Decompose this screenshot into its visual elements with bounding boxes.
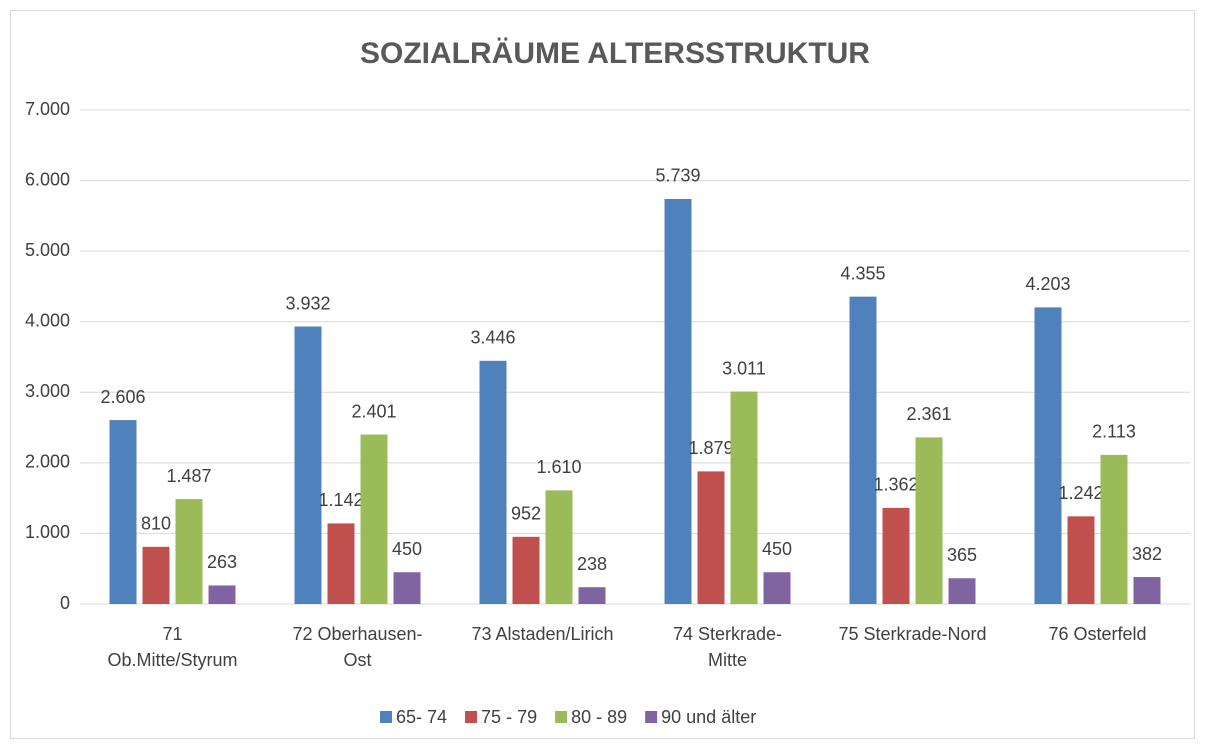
bar [479, 360, 507, 604]
y-tick-label: 0 [60, 593, 70, 613]
data-label: 3.011 [722, 358, 766, 378]
bar [327, 523, 355, 604]
bar [849, 296, 877, 604]
legend-label: 80 - 89 [571, 707, 627, 727]
bar [208, 585, 236, 604]
y-tick-label: 5.000 [25, 240, 70, 260]
x-tick-label: 73 Alstaden/Lirich [471, 624, 613, 644]
data-label: 1.362 [873, 475, 918, 495]
data-label: 450 [392, 539, 422, 559]
legend-swatch [465, 711, 478, 723]
bar [763, 572, 791, 604]
legend-label: 90 und älter [661, 707, 756, 727]
bar [393, 572, 421, 604]
bar [882, 507, 910, 604]
data-label: 450 [762, 539, 792, 559]
data-label: 1.142 [318, 490, 363, 510]
bar [512, 536, 540, 604]
bar [578, 587, 606, 604]
chart-border [10, 10, 1195, 739]
data-label: 263 [207, 552, 237, 572]
bar [697, 471, 725, 604]
data-label: 1.487 [166, 466, 211, 486]
data-label: 1.242 [1058, 483, 1103, 503]
data-label: 3.446 [470, 328, 515, 348]
y-tick-label: 6.000 [25, 169, 70, 189]
data-label: 238 [577, 554, 607, 574]
bar [1067, 516, 1095, 604]
bar [1133, 577, 1161, 604]
data-label: 810 [141, 514, 171, 534]
x-tick-label: 74 Sterkrade-Mitte [673, 624, 782, 670]
legend-swatch [645, 711, 658, 723]
y-tick-label: 7.000 [25, 99, 70, 119]
x-tick-label: 76 Osterfeld [1048, 624, 1146, 644]
y-tick-label: 3.000 [25, 381, 70, 401]
bar [948, 578, 976, 604]
data-label: 2.113 [1092, 422, 1136, 442]
data-label: 2.361 [906, 404, 951, 424]
y-tick-label: 1.000 [25, 522, 70, 542]
data-label: 1.610 [536, 457, 581, 477]
legend-swatch [380, 711, 392, 723]
bar [730, 391, 758, 604]
bar [360, 434, 388, 604]
data-label: 2.401 [351, 401, 396, 421]
bar [142, 546, 170, 604]
x-tick-label: 71 Ob.Mitte/Styrum [107, 624, 237, 670]
bar [1034, 307, 1062, 604]
data-label: 1.879 [688, 438, 733, 458]
x-tick-label: 72 Oberhausen-Ost [292, 624, 422, 670]
data-label: 382 [1132, 544, 1162, 564]
y-tick-label: 4.000 [25, 310, 70, 330]
data-label: 4.203 [1025, 274, 1070, 294]
data-label: 4.355 [840, 263, 885, 283]
bar [294, 326, 322, 604]
x-tick-label: 75 Sterkrade-Nord [838, 624, 986, 644]
data-label: 365 [947, 545, 977, 565]
bar [915, 437, 943, 604]
data-label: 952 [511, 504, 541, 524]
legend-label: 65- 74 [396, 707, 447, 727]
data-label: 3.932 [285, 293, 330, 313]
data-label: 2.606 [100, 387, 145, 407]
bar [545, 490, 573, 604]
data-label: 5.739 [655, 166, 700, 186]
y-tick-label: 2.000 [25, 452, 70, 472]
chart-title: SOZIALRÄUME ALTERSSTRUKTUR [360, 37, 870, 70]
bar [664, 198, 692, 604]
bar [109, 420, 137, 604]
legend-swatch [555, 711, 568, 723]
bar [175, 499, 203, 604]
bar [1100, 454, 1128, 604]
legend-label: 75 - 79 [481, 707, 537, 727]
